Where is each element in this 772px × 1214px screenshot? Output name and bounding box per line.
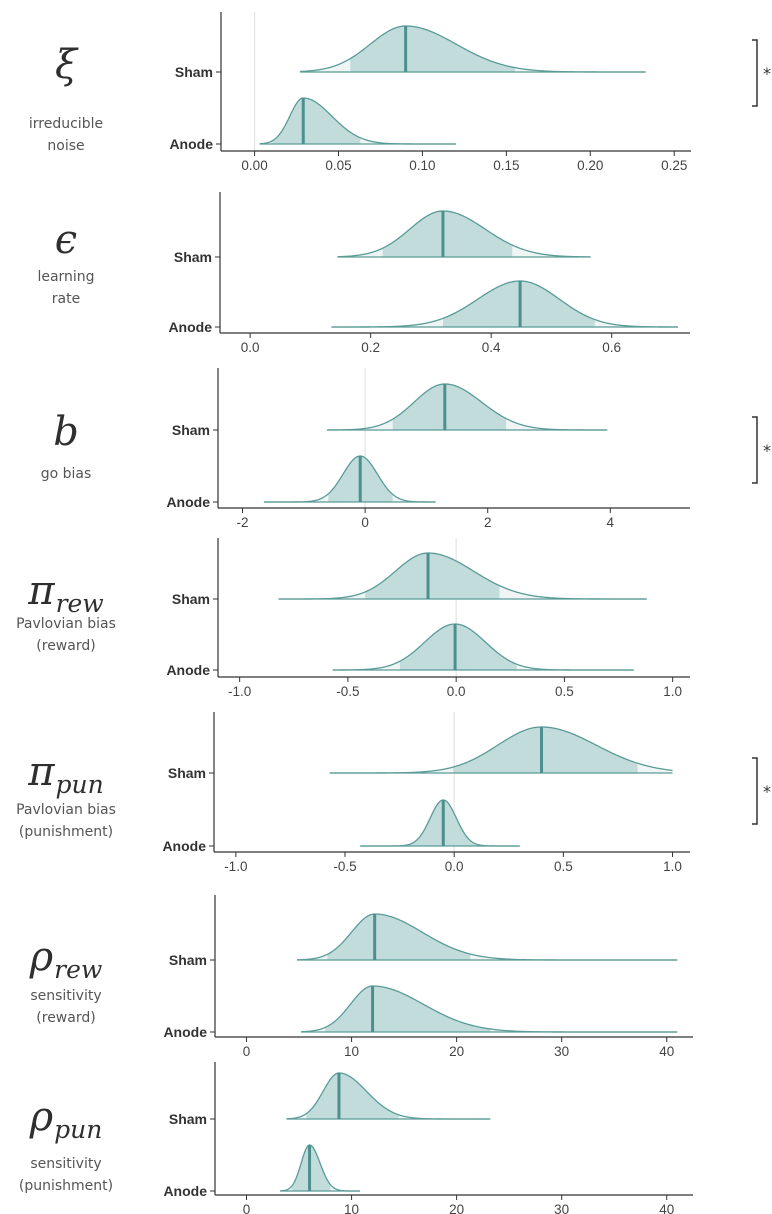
parameter-symbol: πrew [27,568,103,618]
parameter-description: sensitivity [30,988,101,1004]
parameter-description: (punishment) [19,1178,113,1194]
x-tick-label: 0.05 [325,158,351,173]
parameter-description: noise [47,138,84,154]
parameter-description: go bias [41,466,92,482]
group-label-anode: Anode [163,1024,207,1040]
x-tick-label: 0.25 [661,158,687,173]
x-tick-label: 0.0 [241,340,260,355]
density-anode-hdi [399,624,517,670]
x-tick-label: 0.4 [482,340,501,355]
parameter-subscript: pun [56,770,104,799]
x-tick-label: -1.0 [224,859,247,874]
parameter-description: (reward) [36,638,95,654]
x-tick-label: -1.0 [228,684,251,699]
panel-7: ρpun sensitivity (punishment) Sham Anode 0 10 2… [19,1062,693,1214]
density-sham-hdi [365,553,500,599]
group-label-anode: Anode [168,319,212,335]
x-tick-label: 0 [243,1044,251,1059]
parameter-symbol: ρrew [29,934,103,984]
parameter-description: Pavlovian bias [16,802,116,818]
group-label-sham: Sham [175,64,213,80]
panel-3: b go bias Sham Anode -2 0 2 4 * [41,368,771,530]
group-label-anode: Anode [166,662,210,678]
group-label-anode: Anode [163,1183,207,1199]
parameter-description: irreducible [29,116,103,132]
x-tick-label: 0.10 [409,158,435,173]
parameter-description: learning [37,269,94,285]
x-tick-label: 2 [484,515,492,530]
panel-1: ξ irreducible noise Sham Anode 0.00 0.05 0.10 0.… [29,12,771,173]
x-tick-label: 0 [361,515,369,530]
x-tick-label: 30 [554,1044,569,1059]
parameter-symbol: ξ [55,42,79,88]
parameter-description: rate [52,291,80,307]
density-anode-hdi [291,1145,331,1191]
x-tick-label: 10 [344,1202,359,1214]
x-tick-label: 0.0 [445,859,464,874]
x-tick-label: 40 [659,1044,674,1059]
group-label-anode: Anode [162,838,206,854]
parameter-subscript: rew [56,589,104,618]
parameter-description: (punishment) [19,824,113,840]
x-tick-label: -0.5 [333,859,356,874]
group-label-anode: Anode [166,494,210,510]
x-tick-label: 10 [344,1044,359,1059]
x-tick-label: 0.20 [577,158,603,173]
x-tick-label: 4 [607,515,615,530]
group-label-sham: Sham [172,422,210,438]
x-tick-label: 30 [554,1202,569,1214]
x-tick-label: 20 [449,1202,464,1214]
x-tick-label: 0.2 [361,340,380,355]
x-tick-label: 0.00 [241,158,267,173]
significance-bracket [752,39,758,107]
significance-marker: * [763,782,771,801]
panel-6: ρrew sensitivity (reward) Sham Anode 0 10 20 30 4… [29,895,693,1059]
parameter-symbol: b [53,409,79,455]
density-anode-hdi [325,986,491,1032]
x-tick-label: 0.6 [602,340,621,355]
parameter-description: Pavlovian bias [16,616,116,632]
density-sham-hdi [453,727,638,773]
panel-2: ϵ learning rate Sham Anode 0.0 0.2 0.4 0.6 [37,192,690,355]
significance-bracket [752,416,758,484]
density-anode-hdi [271,98,361,144]
significance-marker: * [763,441,771,460]
x-tick-label: 0.5 [555,684,574,699]
density-sham-hdi [350,26,515,72]
parameter-subscript: pun [54,1115,102,1144]
significance-bracket [752,757,758,825]
density-sham-hdi [327,914,471,960]
parameter-description: (reward) [36,1010,95,1026]
x-tick-label: 0 [243,1202,251,1214]
group-label-sham: Sham [174,249,212,265]
density-sham-hdi [392,384,507,430]
significance-marker: * [763,64,771,83]
x-tick-label: -0.5 [336,684,359,699]
x-tick-label: -2 [237,515,249,530]
density-sham-outline [337,210,591,258]
parameter-symbol: ϵ [55,217,77,263]
group-label-sham: Sham [169,1111,207,1127]
x-tick-label: 0.0 [447,684,466,699]
x-tick-label: 1.0 [663,859,682,874]
group-label-sham: Sham [168,765,206,781]
x-tick-label: 0.15 [493,158,519,173]
density-sham-hdi [306,1073,399,1119]
panel-5: πpun Pavlovian bias (punishment) Sham Anode -… [16,712,771,874]
parameter-description: sensitivity [30,1156,101,1172]
parameter-symbol: πpun [27,749,104,799]
x-tick-label: 0.5 [554,859,573,874]
x-tick-label: 1.0 [663,684,682,699]
parameter-symbol: ρpun [29,1094,103,1144]
density-sham-hdi [382,211,513,257]
group-label-sham: Sham [169,952,207,968]
group-label-sham: Sham [172,591,210,607]
x-tick-label: 20 [449,1044,464,1059]
parameter-subscript: rew [54,955,102,984]
x-tick-label: 40 [659,1202,674,1214]
group-label-anode: Anode [169,136,213,152]
